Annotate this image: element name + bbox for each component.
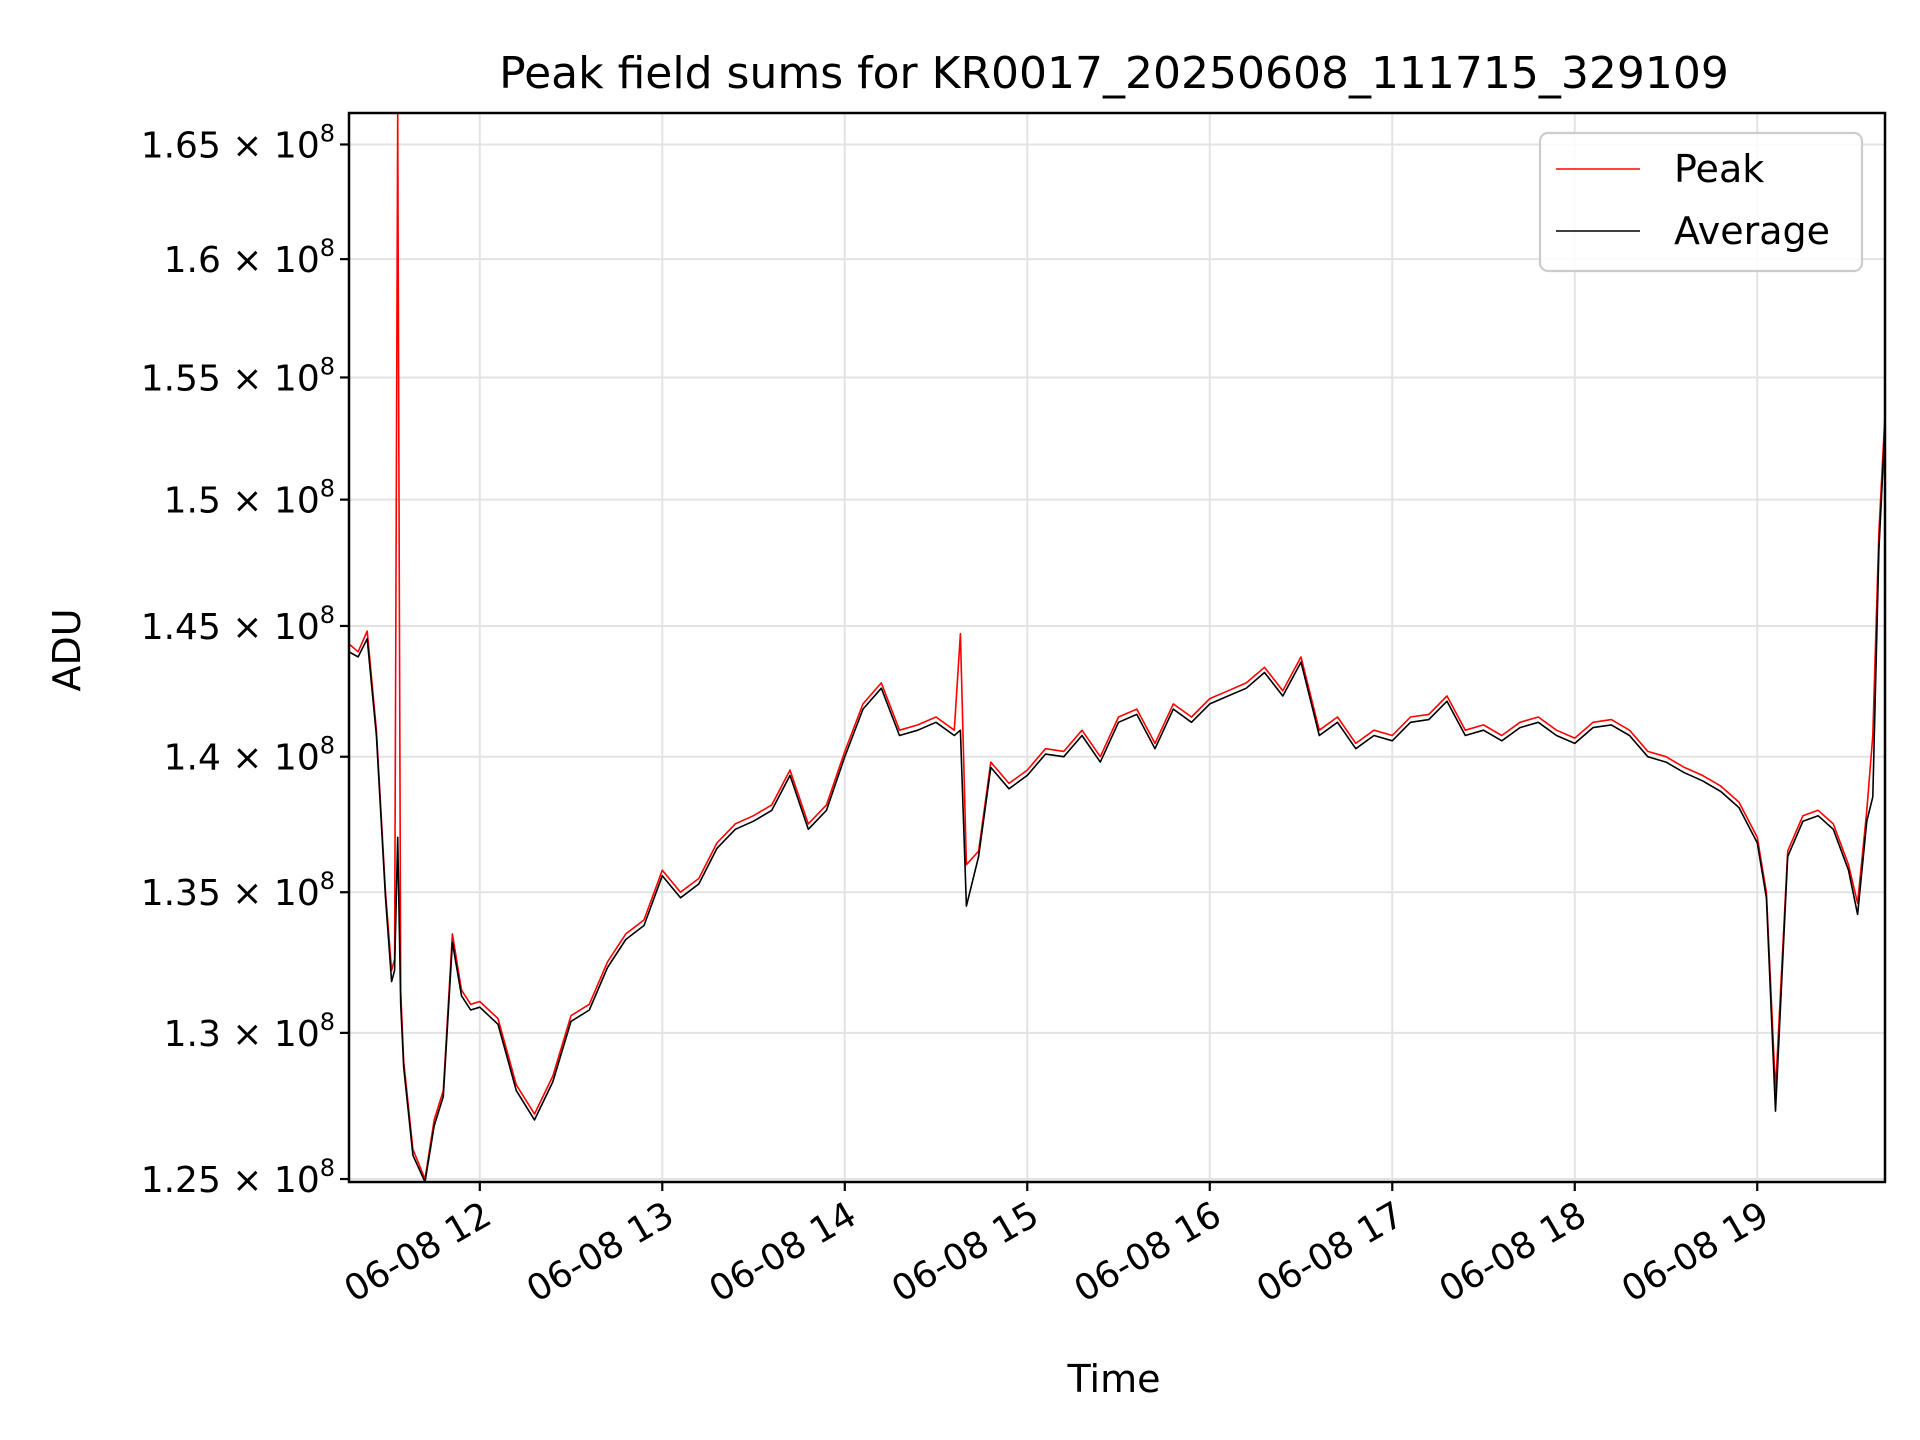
legend-label-peak: Peak — [1674, 147, 1764, 191]
y-axis-label: ADU — [45, 608, 89, 691]
y-tick-label: 1.65 × 108 — [141, 119, 335, 166]
y-tick-label: 1.3 × 108 — [164, 1008, 335, 1055]
y-tick-label: 1.55 × 108 — [141, 352, 335, 399]
grid — [349, 113, 1885, 1182]
series-line-average — [349, 425, 1885, 1182]
legend: Peak Average — [1538, 131, 1864, 273]
y-tick-label: 1.45 × 108 — [141, 601, 335, 648]
chart-title: Peak field sums for KR0017_20250608_1117… — [499, 48, 1729, 99]
series-line-peak — [349, 113, 1885, 1180]
series-group — [349, 113, 1885, 1182]
y-tick-label: 1.6 × 108 — [164, 234, 335, 281]
y-tick-label: 1.4 × 108 — [164, 732, 335, 779]
x-axis-label: Time — [1067, 1357, 1161, 1401]
y-axis: 1.25 × 108 1.3 × 108 1.35 × 108 1.4 × 108 1.… — [141, 119, 349, 1201]
plot-frame — [347, 111, 1887, 1184]
y-tick-label: 1.5 × 108 — [164, 475, 335, 522]
y-tick-label: 1.25 × 108 — [141, 1154, 335, 1201]
y-tick-label: 1.35 × 108 — [141, 867, 335, 914]
legend-box — [1538, 131, 1864, 273]
legend-label-average: Average — [1674, 209, 1830, 253]
